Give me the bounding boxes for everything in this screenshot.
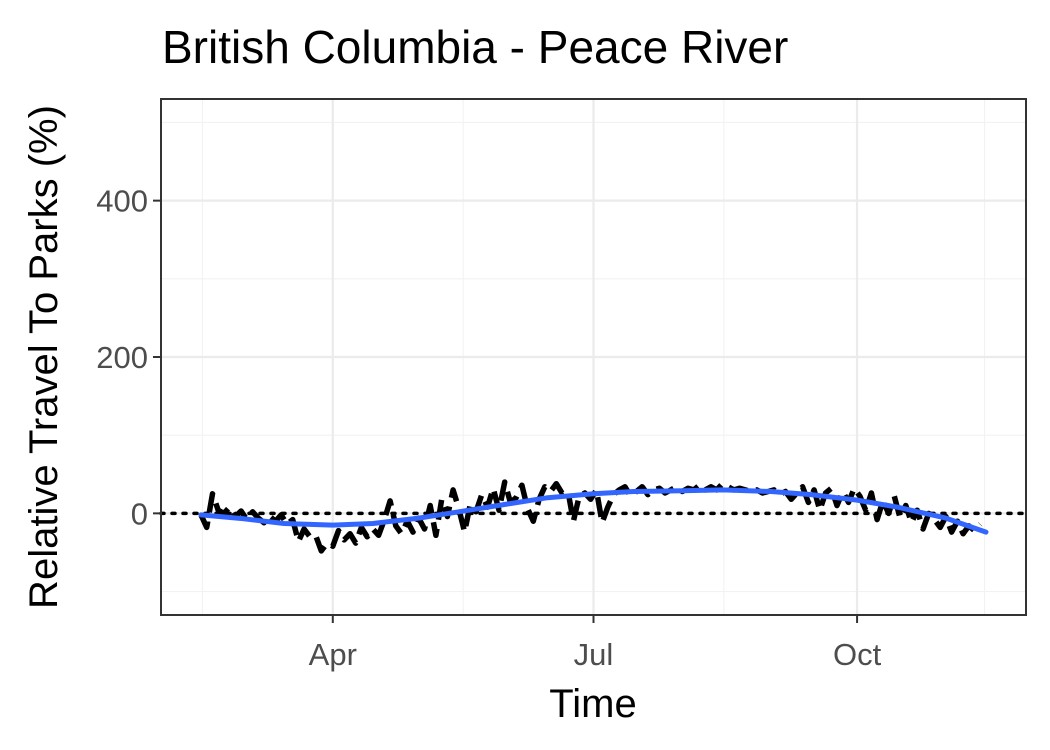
x-tick-label: Apr xyxy=(309,637,357,672)
x-tick-label: Jul xyxy=(574,637,614,672)
chart-title: British Columbia - Peace River xyxy=(162,21,788,73)
axes: 0 200 400 Apr Jul Oct xyxy=(96,184,881,672)
y-tick-label: 0 xyxy=(131,496,148,531)
y-tick-label: 200 xyxy=(96,340,148,375)
series-layer xyxy=(198,479,989,554)
series-line-smooth xyxy=(198,487,989,535)
x-axis-title: Time xyxy=(549,682,636,726)
y-tick-label: 400 xyxy=(96,184,148,219)
y-axis-title: Relative Travel To Parks (%) xyxy=(22,105,66,609)
x-tick-label: Oct xyxy=(833,637,882,672)
